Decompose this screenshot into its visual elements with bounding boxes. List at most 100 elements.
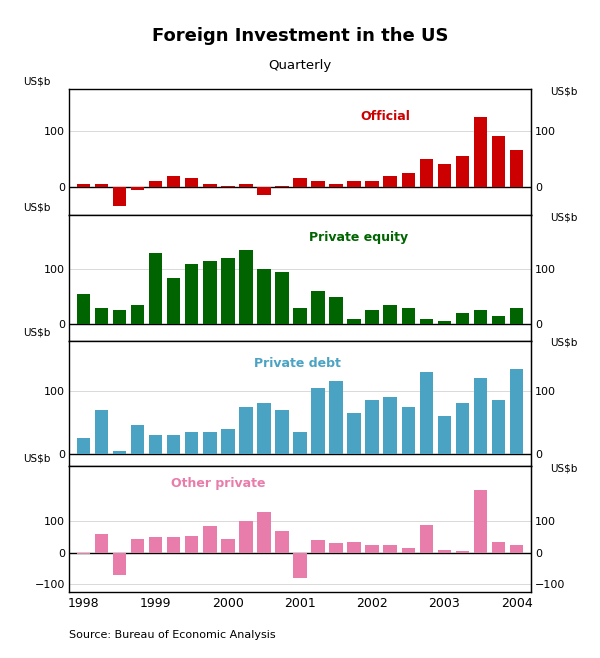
Bar <box>275 410 289 454</box>
Bar <box>510 308 523 324</box>
Bar <box>329 382 343 454</box>
Text: Other private: Other private <box>170 478 265 490</box>
Bar <box>347 318 361 324</box>
Bar <box>221 428 235 454</box>
Bar <box>383 397 397 454</box>
Bar <box>419 372 433 454</box>
Bar <box>492 316 505 324</box>
Bar <box>131 187 145 190</box>
Bar <box>221 259 235 324</box>
Bar <box>239 184 253 187</box>
Bar <box>185 178 199 187</box>
Y-axis label: US$b: US$b <box>23 328 50 338</box>
Bar <box>149 435 163 454</box>
Bar <box>239 407 253 454</box>
Bar <box>365 311 379 324</box>
Bar <box>95 184 108 187</box>
Y-axis label: US$b: US$b <box>23 202 50 212</box>
Bar <box>113 553 126 575</box>
Bar <box>510 151 523 187</box>
Text: Private equity: Private equity <box>309 231 409 244</box>
Bar <box>437 549 451 553</box>
Bar <box>401 173 415 187</box>
Bar <box>239 250 253 324</box>
Bar <box>474 311 487 324</box>
Bar <box>311 181 325 187</box>
Bar <box>419 159 433 187</box>
Text: Quarterly: Quarterly <box>268 59 332 72</box>
Text: Source: Bureau of Economic Analysis: Source: Bureau of Economic Analysis <box>69 630 275 640</box>
Bar <box>383 305 397 324</box>
Bar <box>329 544 343 553</box>
Bar <box>203 261 217 324</box>
Bar <box>437 416 451 454</box>
Bar <box>95 308 108 324</box>
Bar <box>455 403 469 454</box>
Bar <box>437 164 451 187</box>
Bar <box>383 176 397 187</box>
Bar <box>257 403 271 454</box>
Bar <box>185 536 199 553</box>
Bar <box>401 548 415 553</box>
Bar <box>383 545 397 553</box>
Bar <box>365 545 379 553</box>
Bar <box>329 297 343 324</box>
Text: Private debt: Private debt <box>254 357 341 370</box>
Bar <box>347 542 361 553</box>
Bar <box>257 187 271 195</box>
Bar <box>455 313 469 324</box>
Bar <box>131 539 145 553</box>
Bar <box>167 278 181 324</box>
Bar <box>347 181 361 187</box>
Bar <box>401 407 415 454</box>
Bar <box>203 526 217 553</box>
Bar <box>77 438 90 454</box>
Bar <box>113 451 126 454</box>
Y-axis label: US$b: US$b <box>23 76 50 86</box>
Bar <box>293 553 307 578</box>
Bar <box>113 187 126 207</box>
Bar <box>77 294 90 324</box>
Text: Official: Official <box>360 110 410 123</box>
Bar <box>293 308 307 324</box>
Bar <box>419 318 433 324</box>
Bar <box>77 184 90 187</box>
Bar <box>293 432 307 454</box>
Bar <box>149 181 163 187</box>
Bar <box>77 553 90 555</box>
Bar <box>203 432 217 454</box>
Bar <box>275 186 289 187</box>
Y-axis label: US$b: US$b <box>550 212 577 222</box>
Y-axis label: US$b: US$b <box>23 454 50 464</box>
Bar <box>113 311 126 324</box>
Bar <box>257 269 271 324</box>
Bar <box>293 178 307 187</box>
Bar <box>131 305 145 324</box>
Bar <box>203 184 217 187</box>
Bar <box>149 537 163 553</box>
Bar <box>455 551 469 553</box>
Y-axis label: US$b: US$b <box>550 464 577 474</box>
Bar <box>347 413 361 454</box>
Bar <box>474 378 487 454</box>
Bar <box>95 534 108 553</box>
Bar <box>239 521 253 553</box>
Bar <box>401 308 415 324</box>
Y-axis label: US$b: US$b <box>550 86 577 96</box>
Bar <box>95 410 108 454</box>
Bar <box>257 512 271 553</box>
Bar <box>275 272 289 324</box>
Bar <box>311 540 325 553</box>
Bar <box>510 545 523 553</box>
Bar <box>474 117 487 187</box>
Bar <box>437 321 451 324</box>
Bar <box>167 435 181 454</box>
Bar <box>167 537 181 553</box>
Bar <box>419 524 433 553</box>
Bar <box>275 531 289 553</box>
Y-axis label: US$b: US$b <box>550 338 577 348</box>
Bar <box>221 186 235 187</box>
Bar <box>131 426 145 454</box>
Bar <box>311 388 325 454</box>
Text: Foreign Investment in the US: Foreign Investment in the US <box>152 27 448 45</box>
